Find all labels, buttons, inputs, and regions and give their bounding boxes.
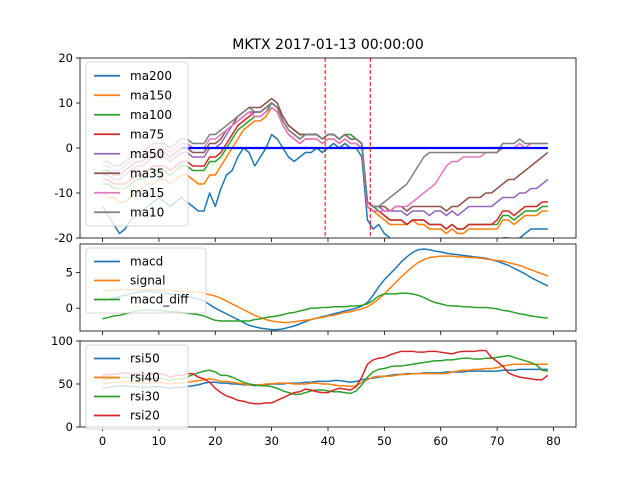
y-tick-label: 100 [51,334,73,348]
x-tick-label: 60 [433,434,448,448]
y-tick-label: -20 [54,231,73,245]
legend-label: rsi30 [130,390,160,404]
legend-box [85,247,207,314]
panel-moving-averages: -20-1001020ma200ma150ma100ma75ma50ma35ma… [54,51,577,245]
legend-label: ma50 [130,147,164,161]
legend-label: ma150 [130,88,172,102]
legend-label: rsi20 [130,409,160,423]
legend-label: ma10 [130,205,164,219]
y-tick-label: 0 [66,301,73,315]
x-tick-label: 50 [377,434,392,448]
legend: rsi50 rsi40 rsi30 rsi20 [85,344,189,430]
y-tick-label: 10 [58,96,73,110]
legend: ma200 ma150 ma100 ma75 ma50 ma35 ma15 ma10 [85,61,189,227]
legend-label: rsi50 [130,352,160,366]
x-tick-label: 10 [152,434,167,448]
y-tick-label: -10 [54,186,73,200]
y-tick-label: 0 [66,420,73,434]
x-tick-label: 30 [264,434,279,448]
y-tick-label: 50 [58,377,73,391]
legend-box [85,61,189,227]
legend-label: macd_diff [130,293,189,307]
legend-label: signal [130,274,166,288]
legend-box [85,344,189,430]
legend-label: ma35 [130,166,164,180]
y-tick-label: 5 [66,266,73,280]
legend: macd signal macd_diff [85,247,207,314]
x-tick-label: 20 [208,434,223,448]
legend-label: rsi40 [130,371,160,385]
legend-label: macd [130,255,163,269]
y-tick-label: 0 [66,141,73,155]
x-tick-label: 70 [490,434,505,448]
legend-label: ma15 [130,186,164,200]
panel-macd: 0 5 macd signal macd_diff [66,243,577,335]
x-tick-label: 0 [99,434,106,448]
chart-title: MKTX 2017-01-13 00:00:00 [232,37,423,53]
x-tick-label: 80 [546,434,561,448]
y-tick-label: 20 [58,51,73,65]
legend-label: ma200 [130,69,172,83]
x-tick-label: 40 [321,434,336,448]
legend-label: ma100 [130,108,172,122]
legend-label: ma75 [130,127,164,141]
